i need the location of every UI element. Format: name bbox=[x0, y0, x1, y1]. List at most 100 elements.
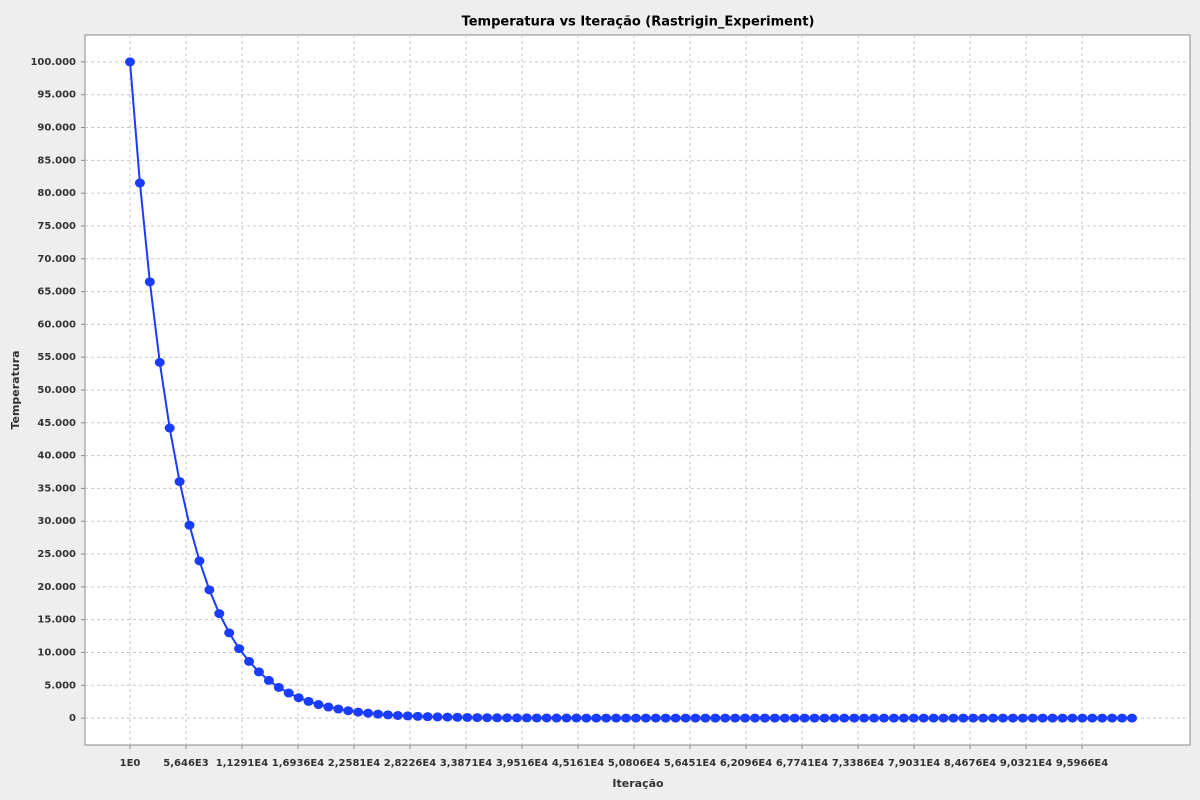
x-tick-label: 6,2096E4 bbox=[720, 758, 772, 769]
data-point bbox=[978, 713, 989, 723]
data-point bbox=[551, 713, 562, 723]
data-point bbox=[511, 713, 522, 723]
data-point bbox=[601, 713, 612, 723]
data-point bbox=[333, 704, 344, 714]
data-point bbox=[720, 713, 731, 723]
data-point bbox=[769, 713, 780, 723]
data-point bbox=[898, 713, 909, 723]
data-point bbox=[799, 713, 810, 723]
data-point bbox=[323, 702, 334, 712]
data-point bbox=[1097, 713, 1108, 723]
data-point bbox=[660, 713, 671, 723]
data-point bbox=[422, 712, 433, 722]
data-point bbox=[859, 713, 870, 723]
data-point bbox=[442, 712, 453, 722]
x-axis-label: Iteração bbox=[612, 777, 664, 790]
y-tick-label: 5.000 bbox=[44, 680, 76, 691]
x-tick-label: 9,5966E4 bbox=[1056, 758, 1108, 769]
x-tick-label: 8,4676E4 bbox=[944, 758, 996, 769]
y-tick-label: 25.000 bbox=[37, 549, 76, 560]
y-axis-label: Temperatura bbox=[9, 350, 22, 429]
x-tick-label: 3,3871E4 bbox=[440, 758, 492, 769]
data-point bbox=[958, 713, 969, 723]
data-point bbox=[968, 713, 979, 723]
data-point bbox=[303, 696, 314, 706]
y-tick-label: 40.000 bbox=[37, 451, 76, 462]
data-point bbox=[650, 713, 661, 723]
x-tick-label: 3,9516E4 bbox=[496, 758, 548, 769]
data-point bbox=[253, 667, 264, 677]
data-point bbox=[611, 713, 622, 723]
data-point bbox=[382, 710, 393, 720]
data-point bbox=[482, 713, 493, 723]
data-point bbox=[819, 713, 830, 723]
data-point bbox=[908, 713, 919, 723]
y-tick-label: 30.000 bbox=[37, 516, 76, 527]
chart-title: Temperatura vs Iteração (Rastrigin_Exper… bbox=[462, 15, 815, 30]
data-point bbox=[501, 713, 512, 723]
y-tick-label: 100.000 bbox=[30, 57, 76, 68]
data-point bbox=[621, 713, 632, 723]
data-point bbox=[1007, 713, 1018, 723]
data-point bbox=[1037, 713, 1048, 723]
data-point bbox=[244, 656, 255, 666]
data-point bbox=[214, 609, 225, 619]
data-point bbox=[313, 700, 324, 710]
data-point bbox=[869, 713, 880, 723]
data-point bbox=[164, 423, 175, 433]
x-tick-label: 7,3386E4 bbox=[832, 758, 884, 769]
y-tick-label: 45.000 bbox=[37, 418, 76, 429]
data-point bbox=[184, 520, 195, 530]
data-point bbox=[1057, 713, 1068, 723]
data-point bbox=[849, 713, 860, 723]
data-point bbox=[263, 675, 274, 685]
data-point bbox=[1027, 713, 1038, 723]
data-point bbox=[124, 57, 135, 67]
data-point bbox=[343, 706, 354, 716]
data-point bbox=[234, 644, 245, 654]
x-tick-label: 6,7741E4 bbox=[776, 758, 828, 769]
data-point bbox=[492, 713, 503, 723]
data-point bbox=[690, 713, 701, 723]
x-tick-label: 5,0806E4 bbox=[608, 758, 660, 769]
data-point bbox=[283, 688, 294, 698]
data-point bbox=[452, 712, 463, 722]
data-point bbox=[541, 713, 552, 723]
y-tick-label: 80.000 bbox=[37, 188, 76, 199]
y-tick-label: 15.000 bbox=[37, 615, 76, 626]
data-point bbox=[194, 556, 205, 566]
data-point bbox=[373, 709, 384, 719]
data-point bbox=[779, 713, 790, 723]
y-tick-label: 50.000 bbox=[37, 385, 76, 396]
data-point bbox=[640, 713, 651, 723]
data-point bbox=[462, 712, 473, 722]
y-tick-label: 20.000 bbox=[37, 582, 76, 593]
data-point bbox=[1117, 713, 1128, 723]
data-point bbox=[591, 713, 602, 723]
x-tick-label: 2,8226E4 bbox=[384, 758, 436, 769]
x-tick-label: 5,646E3 bbox=[163, 758, 208, 769]
data-point bbox=[174, 477, 185, 487]
y-tick-label: 10.000 bbox=[37, 647, 76, 658]
data-point bbox=[839, 713, 850, 723]
data-point bbox=[402, 711, 413, 721]
data-point bbox=[630, 713, 641, 723]
data-point bbox=[998, 713, 1009, 723]
y-tick-label: 95.000 bbox=[37, 90, 76, 101]
data-point bbox=[1087, 713, 1098, 723]
data-point bbox=[789, 713, 800, 723]
data-point bbox=[204, 585, 215, 595]
y-tick-label: 0 bbox=[69, 713, 76, 724]
data-point bbox=[392, 710, 403, 720]
data-point bbox=[948, 713, 959, 723]
data-point bbox=[144, 277, 155, 287]
data-point bbox=[829, 713, 840, 723]
x-tick-label: 1E0 bbox=[120, 758, 141, 769]
data-point bbox=[710, 713, 721, 723]
data-point bbox=[740, 713, 751, 723]
data-point bbox=[918, 713, 929, 723]
data-point bbox=[1067, 713, 1078, 723]
y-tick-label: 65.000 bbox=[37, 287, 76, 298]
data-point bbox=[412, 711, 423, 721]
